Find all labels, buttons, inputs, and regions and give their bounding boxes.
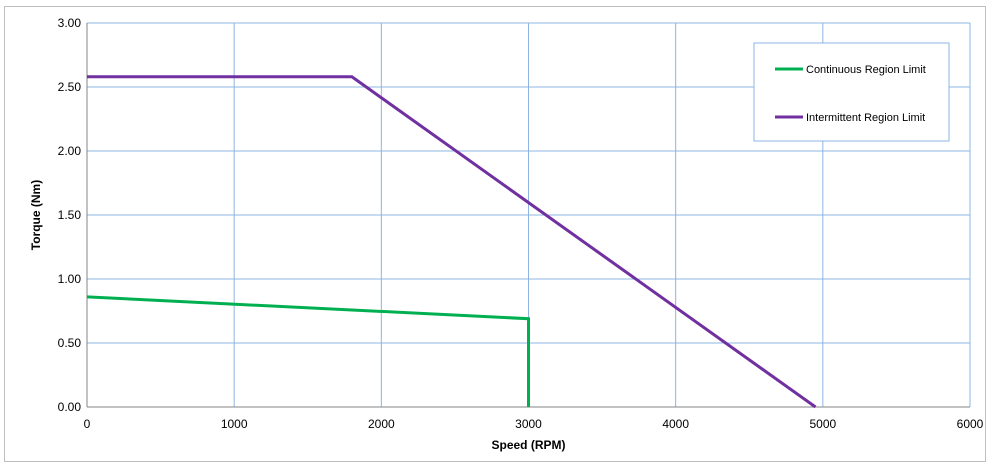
legend-box: [753, 42, 950, 142]
y-tick-label: 3.00: [58, 16, 82, 30]
y-tick-label: 2.00: [58, 144, 82, 158]
series-line-continuous: [86, 295, 530, 407]
y-tick-label: 2.50: [58, 80, 82, 94]
y-tick-label: 0.50: [58, 336, 82, 350]
series-line-intermittent: [87, 75, 817, 409]
y-tick-label: 1.00: [58, 272, 82, 286]
x-tick-label: 4000: [662, 417, 689, 431]
x-tick-label: 0: [84, 417, 91, 431]
y-tick-label: 0.00: [58, 400, 82, 414]
x-tick-label: 3000: [515, 417, 542, 431]
x-tick-label: 1000: [221, 417, 248, 431]
grid: [87, 22, 971, 407]
y-axis-tick-labels: 0.00 0.50 1.00 1.50 2.00 2.50 3.00: [58, 16, 82, 414]
y-axis-title: Torque (Nm): [29, 180, 43, 250]
y-tick-label: 1.50: [58, 208, 82, 222]
legend-label-continuous: Continuous Region Limit: [806, 64, 926, 76]
series: [86, 75, 817, 409]
legend: Continuous Region Limit Intermittent Reg…: [753, 42, 950, 142]
legend-label-intermittent: Intermittent Region Limit: [806, 112, 925, 124]
x-tick-label: 5000: [809, 417, 836, 431]
x-tick-label: 6000: [957, 417, 984, 431]
x-tick-label: 2000: [368, 417, 395, 431]
x-axis-title: Speed (RPM): [491, 438, 565, 452]
x-axis-tick-labels: 0 1000 2000 3000 4000 5000 6000: [84, 417, 984, 431]
